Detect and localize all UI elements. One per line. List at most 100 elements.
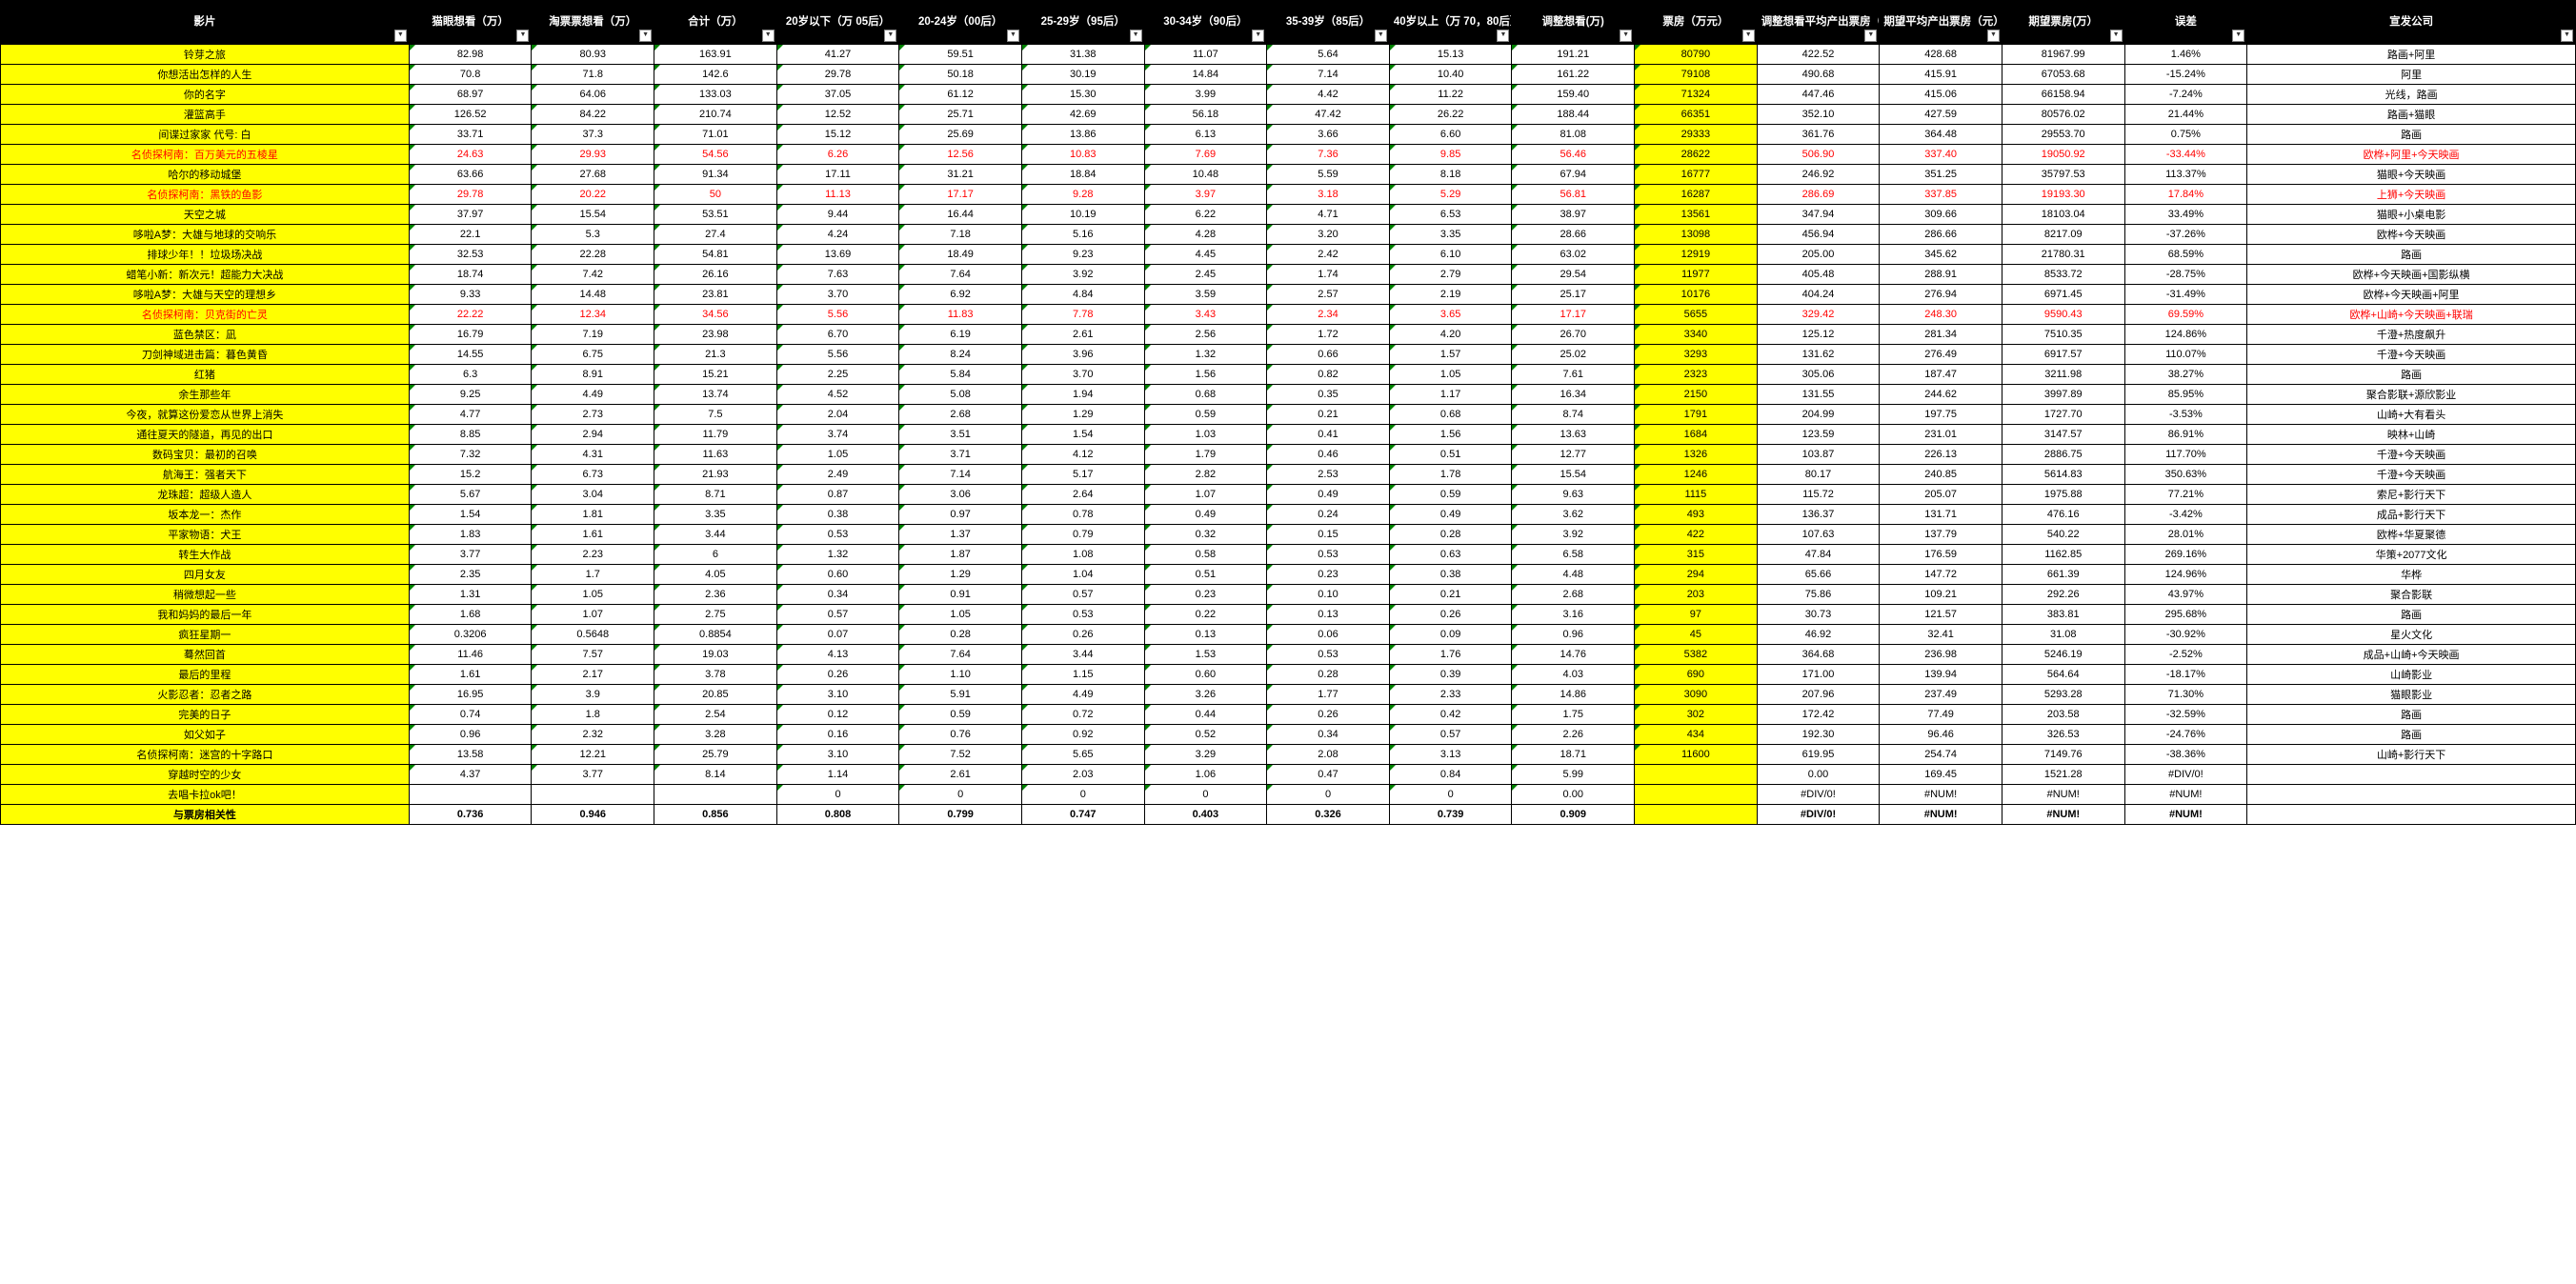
col-header-11[interactable]: 票房（万元） [1635, 1, 1758, 45]
movie-name[interactable]: 红猪 [1, 365, 410, 385]
cell[interactable]: 26.16 [654, 265, 777, 285]
cell[interactable]: 3.65 [1389, 305, 1512, 325]
cell[interactable]: 1521.28 [2002, 765, 2124, 785]
cell[interactable]: 619.95 [1757, 745, 1880, 765]
cell[interactable]: 山崎+大有看头 [2247, 405, 2576, 425]
cell[interactable]: 4.77 [409, 405, 532, 425]
movie-name[interactable]: 天空之城 [1, 205, 410, 225]
cell[interactable]: 8.24 [899, 345, 1022, 365]
cell[interactable]: 80790 [1635, 45, 1758, 65]
cell[interactable]: 204.99 [1757, 405, 1880, 425]
cell[interactable]: 11.83 [899, 305, 1022, 325]
cell[interactable]: 103.87 [1757, 445, 1880, 465]
cell[interactable]: 0.00 [1757, 765, 1880, 785]
cell[interactable]: 29.78 [409, 185, 532, 205]
cell[interactable]: 0.57 [776, 605, 899, 625]
cell[interactable]: 11.07 [1144, 45, 1267, 65]
cell[interactable]: 欧桦+山崎+今天映画+联瑞 [2247, 305, 2576, 325]
cell[interactable]: 18.84 [1021, 165, 1144, 185]
cell[interactable]: 7149.76 [2002, 745, 2124, 765]
cell[interactable]: 54.81 [654, 245, 777, 265]
cell[interactable]: 1.32 [776, 545, 899, 565]
cell[interactable]: 21.3 [654, 345, 777, 365]
cell[interactable]: 415.91 [1880, 65, 2002, 85]
cell[interactable]: 0.41 [1267, 425, 1390, 445]
cell[interactable]: 成品+影行天下 [2247, 505, 2576, 525]
cell[interactable]: 0.59 [1144, 405, 1267, 425]
cell[interactable]: 2.53 [1267, 465, 1390, 485]
movie-name[interactable]: 转生大作战 [1, 545, 410, 565]
cell[interactable]: 6.26 [776, 145, 899, 165]
cell[interactable]: 0.856 [654, 805, 777, 825]
movie-name[interactable]: 灌篮高手 [1, 105, 410, 125]
cell[interactable]: 237.49 [1880, 685, 2002, 705]
cell[interactable]: 244.62 [1880, 385, 2002, 405]
cell[interactable]: 5.56 [776, 345, 899, 365]
cell[interactable]: 1.46% [2124, 45, 2247, 65]
cell[interactable]: #NUM! [2124, 805, 2247, 825]
cell[interactable]: 30.73 [1757, 605, 1880, 625]
cell[interactable]: 0.51 [1144, 565, 1267, 585]
cell[interactable]: 3.04 [532, 485, 654, 505]
cell[interactable]: 3.70 [1021, 365, 1144, 385]
cell[interactable]: 5655 [1635, 305, 1758, 325]
movie-name[interactable]: 火影忍者：忍者之路 [1, 685, 410, 705]
cell[interactable]: 161.22 [1512, 65, 1635, 85]
cell[interactable]: -24.76% [2124, 725, 2247, 745]
cell[interactable]: 226.13 [1880, 445, 2002, 465]
cell[interactable]: 63.66 [409, 165, 532, 185]
filter-icon[interactable] [2232, 30, 2244, 42]
cell[interactable]: 6.58 [1512, 545, 1635, 565]
cell[interactable]: 32.41 [1880, 625, 2002, 645]
movie-name[interactable]: 排球少年！！垃圾场决战 [1, 245, 410, 265]
cell[interactable]: 4.42 [1267, 85, 1390, 105]
cell[interactable]: 3.71 [899, 445, 1022, 465]
cell[interactable]: 索尼+影行天下 [2247, 485, 2576, 505]
cell[interactable]: 1.17 [1389, 385, 1512, 405]
cell[interactable]: 4.37 [409, 765, 532, 785]
cell[interactable]: 5.08 [899, 385, 1022, 405]
filter-icon[interactable] [1864, 30, 1877, 42]
cell[interactable]: 阿里 [2247, 65, 2576, 85]
cell[interactable]: 1.14 [776, 765, 899, 785]
cell[interactable]: 404.24 [1757, 285, 1880, 305]
cell[interactable]: 506.90 [1757, 145, 1880, 165]
cell[interactable]: 19.03 [654, 645, 777, 665]
cell[interactable]: 22.22 [409, 305, 532, 325]
cell[interactable]: 5614.83 [2002, 465, 2124, 485]
cell[interactable]: 0.59 [1389, 485, 1512, 505]
filter-icon[interactable] [1252, 30, 1264, 42]
cell[interactable]: 3340 [1635, 325, 1758, 345]
cell[interactable]: 0.21 [1267, 405, 1390, 425]
cell[interactable]: 3.70 [776, 285, 899, 305]
cell[interactable]: 0.63 [1389, 545, 1512, 565]
cell[interactable]: 41.27 [776, 45, 899, 65]
cell[interactable]: 13.86 [1021, 125, 1144, 145]
movie-name[interactable]: 航海王：强者天下 [1, 465, 410, 485]
movie-name[interactable]: 坂本龙一：杰作 [1, 505, 410, 525]
cell[interactable]: 0.42 [1389, 705, 1512, 725]
cell[interactable]: 1.05 [532, 585, 654, 605]
cell[interactable]: 3.28 [654, 725, 777, 745]
cell[interactable]: 5246.19 [2002, 645, 2124, 665]
cell[interactable]: 53.51 [654, 205, 777, 225]
cell[interactable]: 79108 [1635, 65, 1758, 85]
cell[interactable]: -33.44% [2124, 145, 2247, 165]
cell[interactable]: 3.51 [899, 425, 1022, 445]
cell[interactable]: 20.22 [532, 185, 654, 205]
filter-icon[interactable] [762, 30, 775, 42]
movie-name[interactable]: 如父如子 [1, 725, 410, 745]
cell[interactable]: 91.34 [654, 165, 777, 185]
cell[interactable]: 4.48 [1512, 565, 1635, 585]
cell[interactable]: 172.42 [1757, 705, 1880, 725]
cell[interactable]: 12.34 [532, 305, 654, 325]
cell[interactable]: 0.38 [1389, 565, 1512, 585]
cell[interactable]: 0.57 [1389, 725, 1512, 745]
cell[interactable]: 210.74 [654, 105, 777, 125]
cell[interactable]: 0.15 [1267, 525, 1390, 545]
cell[interactable]: 6.60 [1389, 125, 1512, 145]
cell[interactable]: 12.77 [1512, 445, 1635, 465]
cell[interactable]: 0.799 [899, 805, 1022, 825]
cell[interactable]: 0.736 [409, 805, 532, 825]
cell[interactable]: 0.26 [776, 665, 899, 685]
